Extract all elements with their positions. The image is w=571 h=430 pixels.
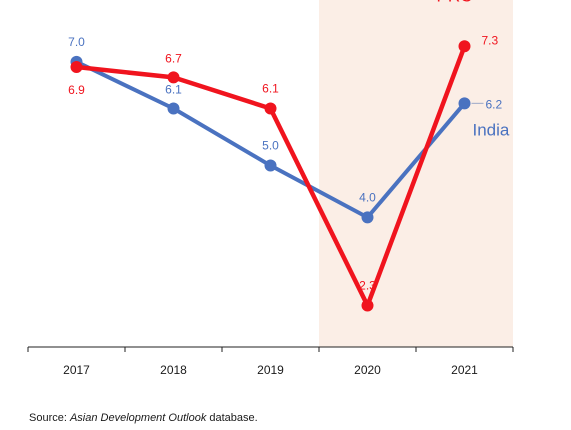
data-label: 6.9 (68, 83, 85, 97)
data-label: 6.1 (165, 83, 182, 97)
data-label: 7.3 (482, 33, 499, 47)
source-note: Source: Asian Development Outlook databa… (29, 412, 258, 424)
x-tick-label: 2019 (257, 363, 284, 377)
data-label: 7.0 (68, 35, 85, 49)
chart: 2017 2018 2019 2020 2021 7.0 6.1 5.0 4.0 6.2 6.9 6… (27, 0, 514, 377)
data-point (264, 102, 277, 115)
x-axis: 2017 2018 2019 2020 2021 (27, 346, 514, 377)
x-tick-label: 2017 (63, 363, 90, 377)
data-label: 2.3 (359, 279, 376, 293)
source-title: Asian Development Outlook (69, 412, 207, 424)
data-labels: 7.0 6.1 5.0 4.0 6.2 6.9 6.7 6.1 2.3 7.3 India PRC (68, 0, 510, 293)
source-prefix: Source: (29, 412, 70, 424)
data-point (361, 299, 374, 312)
data-point (167, 102, 180, 115)
data-point (70, 61, 83, 74)
series-name-label: India (473, 120, 510, 139)
data-label: 6.1 (262, 82, 279, 96)
x-tick-label: 2021 (451, 363, 478, 377)
data-label: 6.2 (486, 97, 503, 111)
x-tick-label: 2018 (160, 363, 187, 377)
data-point (458, 97, 471, 110)
source-suffix: database. (206, 412, 258, 424)
data-label: 6.7 (165, 51, 182, 65)
data-point (458, 40, 471, 53)
data-label: 4.0 (359, 190, 376, 204)
data-point (264, 159, 277, 172)
x-tick-label: 2020 (354, 363, 381, 377)
data-point (361, 211, 374, 224)
series-name-label: PRC (437, 0, 473, 5)
data-point (167, 71, 180, 84)
series-points (70, 40, 471, 312)
data-label: 5.0 (262, 139, 279, 153)
